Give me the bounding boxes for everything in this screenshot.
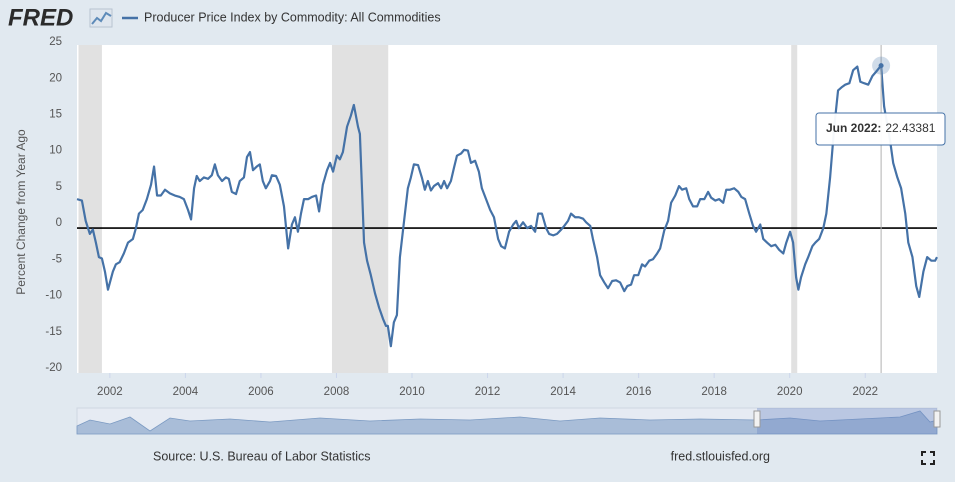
x-tick-label: 2002 [97,386,123,398]
y-tick-label: 10 [49,145,62,157]
x-tick-label: 2020 [777,386,803,398]
logo: FRED [8,4,73,31]
y-tick-label: 15 [49,108,62,120]
x-tick-label: 2016 [626,386,652,398]
x-tick-label: 2022 [852,386,878,398]
logo-icon [89,8,113,28]
recession-band [331,45,389,373]
y-tick-label: 0 [56,217,62,229]
recession-band [791,45,798,373]
y-tick-label: 20 [49,72,62,84]
y-tick-label: -5 [52,253,62,265]
tooltip-text: Jun 2022: 22.43381 [826,121,936,135]
y-tick-label: 5 [56,181,62,193]
x-tick-label: 2004 [173,386,199,398]
plot [76,45,938,373]
navigator[interactable] [76,407,941,435]
y-axis-label: Percent Change from Year Ago [14,129,28,295]
x-tick-label: 2006 [248,386,274,398]
hover-point [878,63,884,69]
x-tick-label: 2008 [324,386,350,398]
y-tick-label: -10 [45,290,62,302]
tooltip-box [815,112,946,146]
plot-area [77,45,937,373]
x-tick-label: 2018 [701,386,727,398]
site-link[interactable]: fred.stlouisfed.org [671,449,770,463]
tooltip-date: Jun 2022: [826,121,881,135]
y-tick-label: -20 [45,362,62,374]
series-line [76,64,938,348]
y-tick-label: 25 [49,36,62,48]
source: Source: U.S. Bureau of Labor Statistics [153,449,370,463]
recession-band [78,45,102,373]
y-tick-label: -15 [45,326,62,338]
fullscreen-button[interactable] [921,451,935,465]
x-tick-label: 2014 [550,386,576,398]
tooltip-value: 22.43381 [885,121,935,135]
x-tick-label: 2012 [475,386,501,398]
x-tick-label: 2010 [399,386,425,398]
legend-label[interactable]: Producer Price Index by Commodity: All C… [144,10,441,24]
